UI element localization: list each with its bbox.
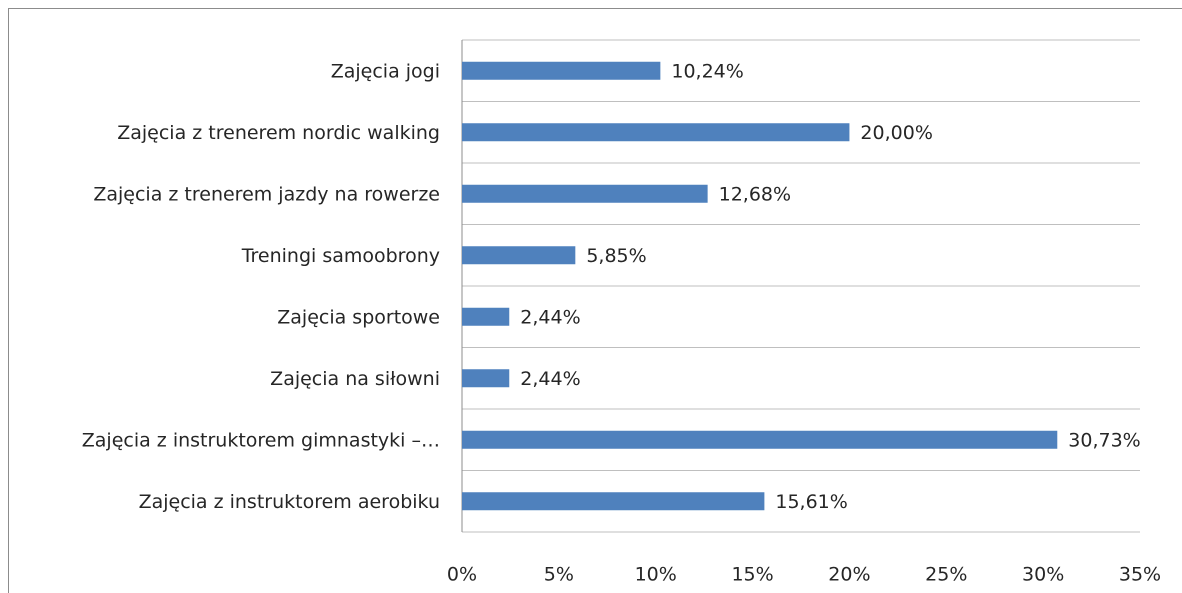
x-tick-label: 30% bbox=[1022, 564, 1064, 586]
category-label: Zajęcia z instruktorem gimnastyki –… bbox=[82, 429, 440, 451]
x-tick-label: 20% bbox=[828, 564, 870, 586]
value-label: 15,61% bbox=[775, 491, 847, 513]
value-label: 20,00% bbox=[860, 122, 932, 144]
x-tick-label: 35% bbox=[1119, 564, 1161, 586]
bar bbox=[462, 246, 576, 265]
bar bbox=[462, 61, 661, 80]
x-tick-label: 10% bbox=[635, 564, 677, 586]
x-tick-label: 5% bbox=[544, 564, 574, 586]
category-label: Zajęcia z instruktorem aerobiku bbox=[139, 491, 440, 513]
bar bbox=[462, 307, 510, 326]
category-label: Zajęcia jogi bbox=[331, 60, 440, 82]
category-label: Zajęcia sportowe bbox=[277, 306, 440, 328]
bar bbox=[462, 184, 708, 203]
x-tick-label: 0% bbox=[447, 564, 477, 586]
bar bbox=[462, 123, 850, 142]
value-label: 5,85% bbox=[586, 245, 646, 267]
value-label: 2,44% bbox=[520, 368, 580, 390]
bar bbox=[462, 492, 765, 511]
value-label: 10,24% bbox=[671, 60, 743, 82]
x-tick-label: 25% bbox=[925, 564, 967, 586]
category-label: Treningi samoobrony bbox=[241, 245, 440, 267]
category-label: Zajęcia z trenerem nordic walking bbox=[117, 122, 440, 144]
category-label: Zajęcia z trenerem jazdy na rowerze bbox=[93, 183, 440, 205]
value-label: 2,44% bbox=[520, 306, 580, 328]
bar bbox=[462, 430, 1058, 449]
value-label: 30,73% bbox=[1068, 429, 1140, 451]
x-tick-label: 15% bbox=[731, 564, 773, 586]
value-label: 12,68% bbox=[719, 183, 791, 205]
category-label: Zajęcia na siłowni bbox=[270, 368, 440, 390]
chart-frame bbox=[8, 8, 1182, 593]
bar bbox=[462, 369, 510, 388]
